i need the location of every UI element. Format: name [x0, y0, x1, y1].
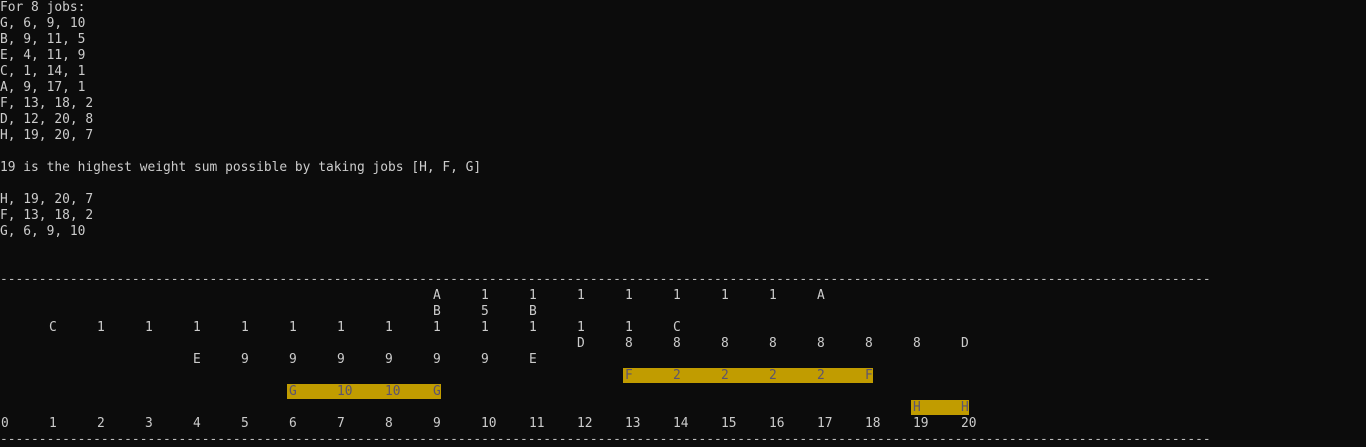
stack-cell: 1 [145, 320, 153, 335]
stack-cell: C [49, 320, 57, 335]
selected-job-bar-cell: 10 [337, 384, 353, 399]
selected-job-bar-cell: F [865, 368, 873, 383]
stack-cell: A [817, 288, 825, 303]
stack-cell: 1 [385, 320, 393, 335]
stack-cell: 1 [673, 288, 681, 303]
selected-job-bar [287, 384, 441, 399]
selected-job-bar-cell: 2 [721, 368, 729, 383]
stack-cell: D [577, 336, 585, 351]
stack-cell: 1 [577, 288, 585, 303]
stack-cell: 9 [241, 352, 249, 367]
axis-tick-label: 3 [145, 416, 153, 431]
stack-cell: 8 [769, 336, 777, 351]
job-line: B, 9, 11, 5 [0, 32, 86, 47]
job-line: C, 1, 14, 1 [0, 64, 86, 79]
axis-tick-label: 4 [193, 416, 201, 431]
selected-job-bar [623, 368, 873, 383]
axis-tick-label: 12 [577, 416, 593, 431]
axis-tick-label: 20 [961, 416, 977, 431]
stack-cell: 8 [817, 336, 825, 351]
stack-cell: B [529, 304, 537, 319]
top-separator: ----------------------------------------… [0, 272, 1211, 287]
selected-job-bar-cell: 10 [385, 384, 401, 399]
axis-tick-label: 5 [241, 416, 249, 431]
stack-cell: 9 [433, 352, 441, 367]
stack-cell: 8 [673, 336, 681, 351]
job-line: H, 19, 20, 7 [0, 128, 94, 143]
axis-tick-label: 13 [625, 416, 641, 431]
stack-cell: 8 [625, 336, 633, 351]
axis-tick-label: 7 [337, 416, 345, 431]
stack-cell: 1 [289, 320, 297, 335]
selected-job-bar [911, 400, 969, 415]
axis-tick-label: 16 [769, 416, 785, 431]
stack-cell: 1 [625, 288, 633, 303]
axis-tick-label: 18 [865, 416, 881, 431]
axis-tick-label: 14 [673, 416, 689, 431]
stack-cell: 1 [481, 320, 489, 335]
stack-cell: A [433, 288, 441, 303]
selected-job-bar-cell: F [625, 368, 633, 383]
stack-cell: 1 [625, 320, 633, 335]
selected-job-bar-cell: H [961, 400, 969, 415]
result-line: 19 is the highest weight sum possible by… [0, 160, 482, 175]
axis-tick-label: 10 [481, 416, 497, 431]
stack-cell: 1 [481, 288, 489, 303]
axis-tick-label: 17 [817, 416, 833, 431]
stack-cell: 1 [433, 320, 441, 335]
stack-cell: 1 [721, 288, 729, 303]
job-line: A, 9, 17, 1 [0, 80, 86, 95]
stack-cell: 1 [193, 320, 201, 335]
selected-job-line: F, 13, 18, 2 [0, 208, 94, 223]
selected-job-line: G, 6, 9, 10 [0, 224, 86, 239]
bottom-separator: ----------------------------------------… [0, 432, 1211, 447]
stack-cell: 1 [529, 288, 537, 303]
stack-cell: 8 [721, 336, 729, 351]
axis-tick-label: 1 [49, 416, 57, 431]
stack-cell: C [673, 320, 681, 335]
job-count-line: For 8 jobs: [0, 0, 86, 15]
stack-cell: 9 [337, 352, 345, 367]
stack-cell: 1 [337, 320, 345, 335]
axis-tick-label: 8 [385, 416, 393, 431]
axis-tick-label: 15 [721, 416, 737, 431]
job-timeline: ----------------------------------------… [0, 272, 1366, 447]
selected-job-bar-cell: H [913, 400, 921, 415]
stack-cell: 1 [97, 320, 105, 335]
job-line: G, 6, 9, 10 [0, 16, 86, 31]
stack-cell: 5 [481, 304, 489, 319]
job-line: E, 4, 11, 9 [0, 48, 86, 63]
axis-tick-label: 9 [433, 416, 441, 431]
job-line: F, 13, 18, 2 [0, 96, 94, 111]
axis-tick-label: 6 [289, 416, 297, 431]
stack-cell: B [433, 304, 441, 319]
selected-job-bar-cell: G [289, 384, 297, 399]
stack-cell: 8 [913, 336, 921, 351]
selected-job-bar-cell: 2 [817, 368, 825, 383]
job-line: D, 12, 20, 8 [0, 112, 94, 127]
stack-cell: 1 [529, 320, 537, 335]
stack-cell: 9 [289, 352, 297, 367]
stack-cell: 1 [769, 288, 777, 303]
selected-job-line: H, 19, 20, 7 [0, 192, 94, 207]
stack-cell: E [529, 352, 537, 367]
stack-cell: 8 [865, 336, 873, 351]
axis-tick-label: 11 [529, 416, 545, 431]
axis-tick-label: 0 [1, 416, 9, 431]
stack-cell: 1 [577, 320, 585, 335]
stack-cell: D [961, 336, 969, 351]
axis-tick-label: 19 [913, 416, 929, 431]
stack-cell: 9 [481, 352, 489, 367]
selected-job-bar-cell: 2 [769, 368, 777, 383]
selected-job-bar-cell: 2 [673, 368, 681, 383]
stack-cell: E [193, 352, 201, 367]
stack-cell: 9 [385, 352, 393, 367]
stack-cell: 1 [241, 320, 249, 335]
selected-job-bar-cell: G [433, 384, 441, 399]
axis-tick-label: 2 [97, 416, 105, 431]
